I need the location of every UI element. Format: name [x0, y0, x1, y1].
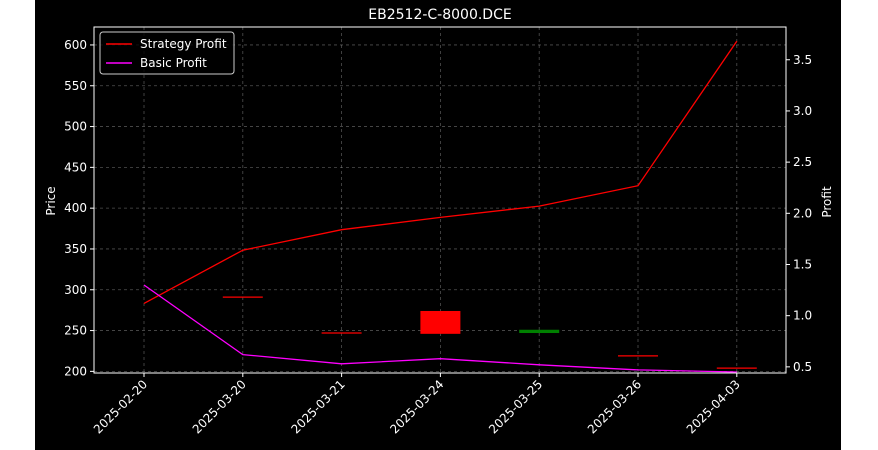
- legend-label-basic-profit: Basic Profit: [140, 56, 207, 70]
- series-line-basic-profit: [143, 284, 737, 373]
- candle: [519, 329, 560, 334]
- right-y-tick-label: 2.0: [793, 206, 812, 220]
- legend-label-strategy-profit: Strategy Profit: [140, 37, 227, 51]
- left-y-tick-label: 550: [64, 79, 87, 93]
- chart-title: EB2512-C-8000.DCE: [368, 7, 511, 23]
- left-y-tick-label: 200: [64, 364, 87, 378]
- figure-background: [35, 0, 841, 450]
- left-axis-label: Price: [44, 186, 58, 215]
- left-y-axis: 200 250 300 350 400 450 500 550 600: [64, 38, 94, 378]
- left-y-tick-label: 250: [64, 324, 87, 338]
- right-y-tick-label: 0.5: [793, 360, 812, 374]
- right-y-axis: 0.5 1.0 1.5 2.0 2.5 3.0 3.5: [786, 53, 812, 374]
- left-y-tick-label: 300: [64, 283, 87, 297]
- left-y-tick-label: 500: [64, 120, 87, 134]
- left-y-tick-label: 600: [64, 38, 87, 52]
- right-y-tick-label: 3.5: [793, 53, 812, 67]
- series-line-strategy-profit: [143, 40, 738, 304]
- legend-box: [99, 31, 235, 75]
- left-y-tick-label: 400: [64, 201, 87, 215]
- right-axis-label: Profit: [820, 186, 834, 218]
- left-y-tick-label: 350: [64, 242, 87, 256]
- series-layer: [143, 40, 738, 373]
- right-y-tick-label: 3.0: [793, 104, 812, 118]
- candle-layer: [222, 296, 757, 369]
- left-y-tick-label: 450: [64, 160, 87, 174]
- right-y-tick-label: 1.0: [793, 309, 812, 323]
- right-y-tick-label: 1.5: [793, 257, 812, 271]
- right-y-tick-label: 2.5: [793, 155, 812, 169]
- legend: Strategy Profit Basic Profit: [99, 31, 235, 75]
- candle: [420, 310, 461, 334]
